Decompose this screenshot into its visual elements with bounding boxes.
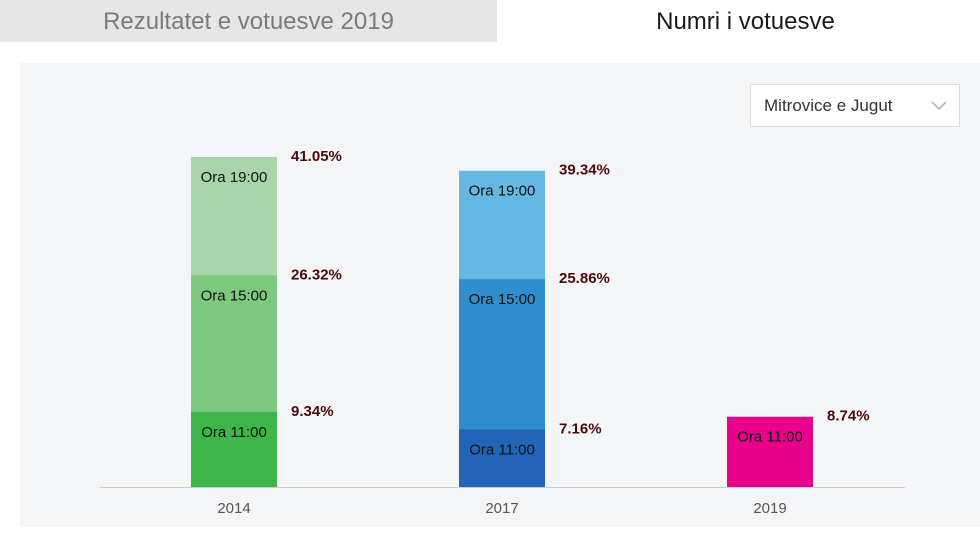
- segment-label: Ora 19:00: [201, 169, 268, 186]
- segment-label: Ora 15:00: [201, 287, 268, 304]
- chevron: [931, 101, 947, 111]
- x-tick-label: 2017: [485, 500, 518, 517]
- tab[interactable]: Numri i votuesve: [656, 8, 835, 35]
- bar: [727, 416, 813, 487]
- value-label: 39.34%: [559, 162, 610, 179]
- value-label: 41.05%: [291, 148, 342, 165]
- bar: [191, 411, 277, 487]
- region-dropdown[interactable]: Mitrovice e Jugut: [750, 84, 960, 127]
- segment-label: Ora 11:00: [469, 441, 535, 458]
- tab[interactable]: Rezultatet e votuesve 2019: [0, 0, 497, 42]
- x-tick-label: 2014: [217, 500, 250, 517]
- dropdown-text: Mitrovice e Jugut: [764, 96, 893, 115]
- bar: [459, 429, 545, 487]
- segment-label: Ora 11:00: [201, 424, 267, 441]
- value-label: 9.34%: [291, 403, 334, 420]
- segment-label: Ora 19:00: [469, 183, 536, 200]
- segment-label: Ora 15:00: [469, 291, 536, 308]
- value-label: 25.86%: [559, 270, 610, 287]
- x-tick-label: 2019: [753, 500, 786, 517]
- segment-label: Ora 11:00: [737, 429, 803, 446]
- value-label: 26.32%: [291, 266, 342, 283]
- value-label: 7.16%: [559, 420, 602, 437]
- value-label: 8.74%: [827, 408, 870, 425]
